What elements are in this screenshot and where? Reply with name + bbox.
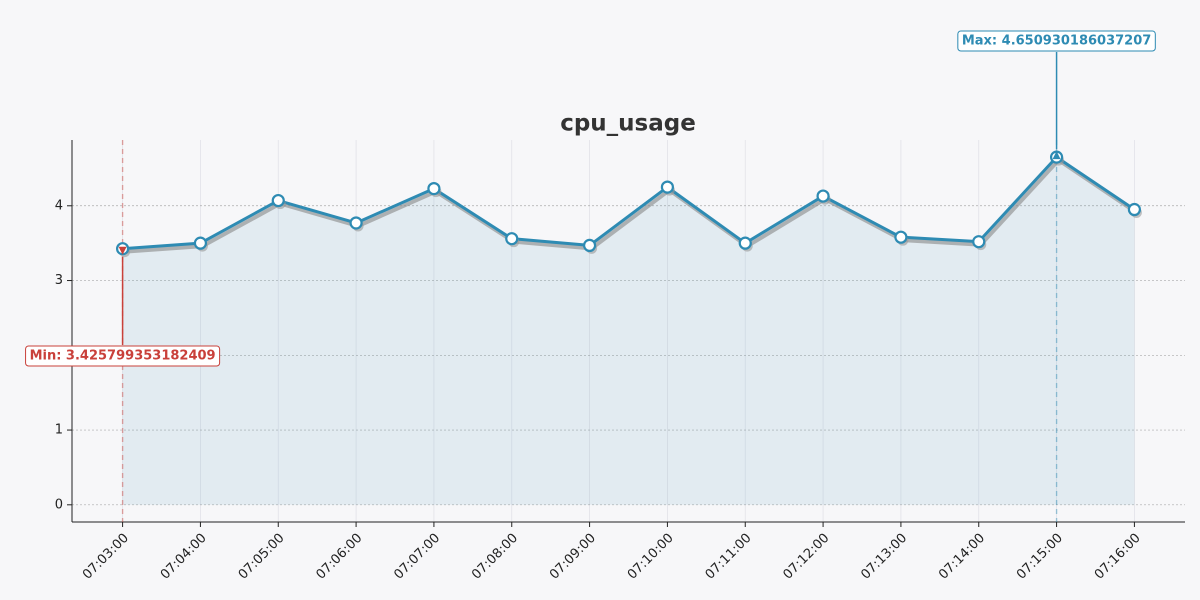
- marker: [271, 193, 285, 208]
- area: [122, 157, 1135, 505]
- marker: [738, 236, 752, 250]
- marker: [1127, 202, 1142, 217]
- line: [122, 155, 1136, 251]
- min-label: Min: 3.425799353182409: [30, 349, 216, 364]
- marker: [816, 189, 830, 203]
- marker: [660, 180, 675, 194]
- marker: [193, 236, 208, 250]
- min-box: [25, 345, 221, 367]
- max-arrowhead: [1052, 151, 1061, 160]
- marker: [427, 181, 441, 196]
- y-tick-label: 0: [55, 497, 63, 512]
- marker: [349, 216, 363, 230]
- chart-title: cpu_usage: [560, 111, 696, 137]
- y-tick-label: 3: [55, 273, 63, 288]
- max-label: Max: 4.650930186037207: [962, 34, 1151, 49]
- marker: [894, 230, 908, 244]
- line-shadow: [124, 157, 1138, 254]
- max-box: [957, 30, 1156, 52]
- y-tick-label: 4: [55, 198, 63, 213]
- marker: [582, 238, 597, 253]
- marker: [505, 232, 519, 246]
- y-tick-label: 1: [55, 423, 63, 438]
- min-arrowhead: [118, 246, 127, 255]
- min-annotation: Min: 3.425799353182409: [25, 345, 221, 367]
- max-annotation: Max: 4.650930186037207: [957, 30, 1156, 52]
- marker: [972, 235, 986, 249]
